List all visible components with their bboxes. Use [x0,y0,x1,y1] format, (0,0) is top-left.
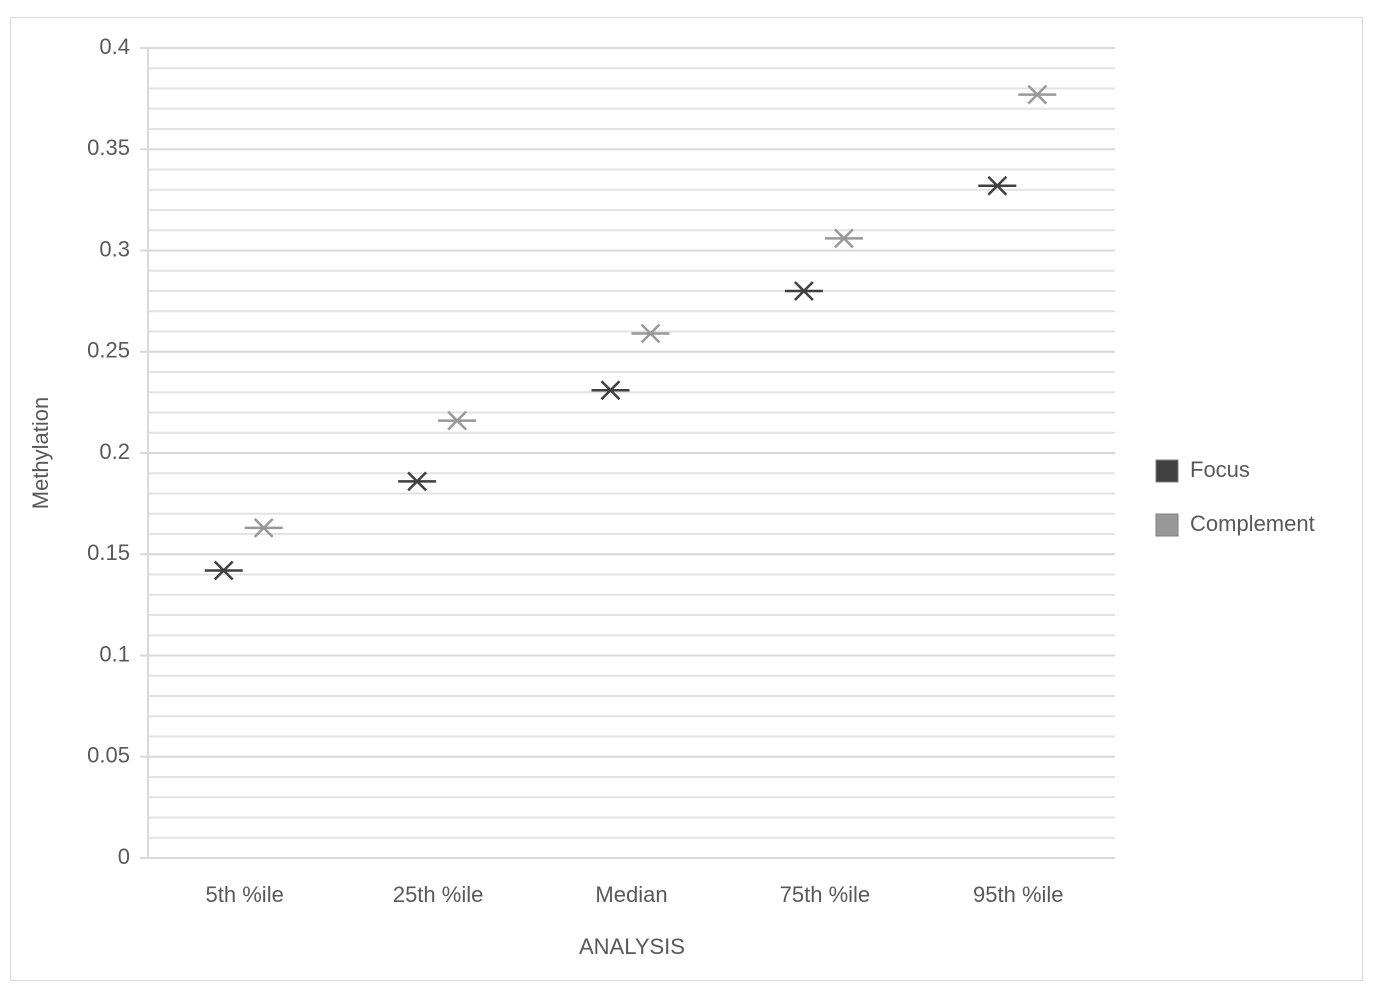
y-tick-label: 0.35 [87,135,130,160]
y-tick-label: 0.15 [87,540,130,565]
y-tick-label: 0.25 [87,338,130,363]
x-tick-label: 95th %ile [973,882,1064,907]
legend-swatch [1155,459,1179,483]
chart-border [10,17,1363,981]
y-tick-label: 0.3 [99,236,130,261]
marker [398,471,437,492]
marker [438,410,477,431]
legend-label: Complement [1190,511,1315,536]
x-tick-label: 25th %ile [393,882,484,907]
marker [244,518,283,538]
marker [784,281,823,301]
x-tick-label: 5th %ile [206,882,284,907]
y-tick-label: 0.4 [99,34,130,59]
y-tick-label: 0 [118,844,130,869]
marker [978,175,1017,196]
y-tick-label: 0.1 [99,641,130,666]
x-tick-label: 75th %ile [780,882,871,907]
marker [204,560,243,581]
legend-swatch [1155,513,1179,537]
marker [631,323,670,344]
legend-label: Focus [1190,457,1250,482]
marker [591,380,630,401]
x-axis-title: ANALYSIS [579,934,685,959]
y-tick-label: 0.05 [87,743,130,768]
y-tick-label: 0.2 [99,439,130,464]
marker [1018,84,1057,105]
y-axis-title: Methylation [28,397,53,510]
x-tick-label: Median [595,882,667,907]
marker [824,228,863,249]
